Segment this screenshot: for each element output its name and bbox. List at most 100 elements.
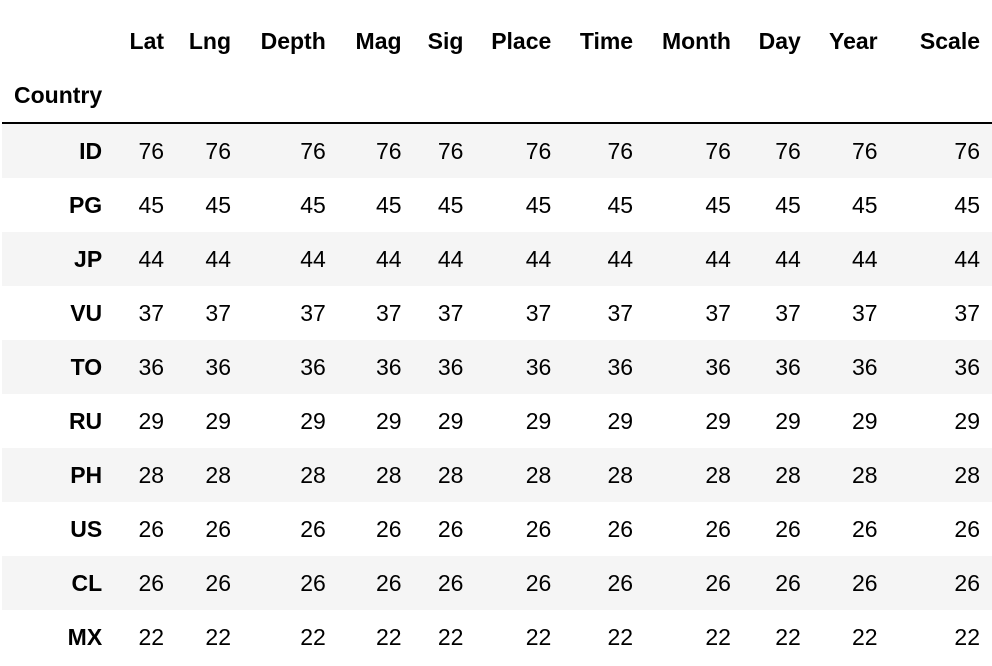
table-cell: 28 [775, 461, 801, 488]
table-cell: 76 [954, 137, 980, 164]
table-row: JP 44 44 44 44 44 44 44 44 44 44 44 [2, 232, 992, 286]
table-cell: 44 [775, 245, 801, 272]
row-index-label: VU [70, 299, 103, 326]
table-cell: 26 [607, 515, 634, 542]
table-cell: 28 [954, 461, 980, 488]
table-cell: 26 [205, 515, 231, 542]
table-cell: 36 [525, 353, 552, 380]
table-cell: 36 [300, 353, 326, 380]
table-cell: 76 [705, 137, 731, 164]
table-cell: 37 [954, 299, 980, 326]
table-cell: 45 [138, 191, 165, 218]
index-name-label: Country [2, 68, 115, 124]
column-header-row: Lat Lng Depth Mag Sig Place Time Month D… [2, 14, 992, 68]
row-index-label: ID [79, 137, 103, 164]
column-header: Day [758, 27, 801, 54]
table-cell: 28 [138, 461, 165, 488]
table-cell: 44 [300, 245, 326, 272]
table-row: MX 22 22 22 22 22 22 22 22 22 22 22 [2, 610, 992, 664]
dataframe-table: Lat Lng Depth Mag Sig Place Time Month D… [2, 14, 992, 664]
table-cell: 45 [852, 191, 878, 218]
table-cell: 28 [525, 461, 552, 488]
table-cell: 36 [852, 353, 878, 380]
table-cell: 44 [138, 245, 165, 272]
table-cell: 28 [437, 461, 464, 488]
table-cell: 37 [525, 299, 552, 326]
table-cell: 36 [607, 353, 634, 380]
table-cell: 26 [607, 569, 634, 596]
table-cell: 29 [300, 407, 326, 434]
table-cell: 37 [705, 299, 731, 326]
table-cell: 76 [525, 137, 552, 164]
table-cell: 28 [375, 461, 402, 488]
table-cell: 37 [607, 299, 634, 326]
table-cell: 37 [300, 299, 326, 326]
table-cell: 26 [375, 515, 402, 542]
column-header: Place [491, 27, 552, 54]
table-row: TO 36 36 36 36 36 36 36 36 36 36 36 [2, 340, 992, 394]
table-cell: 26 [205, 569, 231, 596]
table-cell: 26 [705, 515, 731, 542]
row-index-label: JP [74, 245, 103, 272]
row-index-label: US [70, 515, 103, 542]
table-cell: 22 [375, 623, 402, 650]
table-cell: 28 [300, 461, 326, 488]
table-cell: 28 [607, 461, 634, 488]
column-header: Depth [260, 27, 326, 54]
row-index-label: CL [71, 569, 103, 596]
table-cell: 26 [138, 569, 165, 596]
table-cell: 37 [205, 299, 231, 326]
column-header: Time [579, 27, 634, 54]
table-cell: 29 [705, 407, 731, 434]
row-index-label: TO [70, 353, 103, 380]
table-cell: 44 [375, 245, 402, 272]
column-header: Mag [355, 27, 402, 54]
table-cell: 37 [375, 299, 402, 326]
table-row: US 26 26 26 26 26 26 26 26 26 26 26 [2, 502, 992, 556]
table-cell: 76 [437, 137, 464, 164]
table-cell: 76 [375, 137, 402, 164]
table-cell: 76 [205, 137, 231, 164]
table-cell: 29 [525, 407, 552, 434]
table-cell: 36 [705, 353, 731, 380]
table-cell: 45 [300, 191, 326, 218]
index-name-spacer [337, 68, 414, 124]
table-row: RU 29 29 29 29 29 29 29 29 29 29 29 [2, 394, 992, 448]
index-name-spacer [413, 68, 476, 124]
table-cell: 26 [852, 515, 878, 542]
table-cell: 22 [954, 623, 980, 650]
table-cell: 37 [437, 299, 464, 326]
table-cell: 26 [775, 569, 801, 596]
table-cell: 29 [375, 407, 402, 434]
table-cell: 36 [138, 353, 165, 380]
table-cell: 22 [437, 623, 464, 650]
table-cell: 26 [852, 569, 878, 596]
table-cell: 36 [205, 353, 231, 380]
column-header: Lat [129, 27, 165, 54]
table-cell: 29 [607, 407, 634, 434]
index-name-spacer [243, 68, 338, 124]
table-cell: 45 [525, 191, 552, 218]
table-cell: 45 [954, 191, 980, 218]
table-row: PH 28 28 28 28 28 28 28 28 28 28 28 [2, 448, 992, 502]
table-cell: 45 [437, 191, 464, 218]
table-cell: 22 [775, 623, 801, 650]
table-cell: 45 [375, 191, 402, 218]
index-name-spacer [114, 68, 177, 124]
table-cell: 29 [205, 407, 231, 434]
table-cell: 26 [954, 569, 980, 596]
column-header: Lng [188, 27, 231, 54]
table-cell: 26 [437, 569, 464, 596]
table-cell: 36 [775, 353, 801, 380]
table-cell: 26 [705, 569, 731, 596]
column-header: Sig [427, 27, 464, 54]
table-cell: 36 [954, 353, 980, 380]
table-cell: 26 [300, 515, 326, 542]
table-cell: 44 [205, 245, 231, 272]
table-cell: 45 [775, 191, 801, 218]
table-cell: 29 [437, 407, 464, 434]
index-name-spacer [812, 68, 890, 124]
table-cell: 76 [775, 137, 801, 164]
table-cell: 45 [205, 191, 231, 218]
table-header: Lat Lng Depth Mag Sig Place Time Month D… [2, 14, 992, 124]
